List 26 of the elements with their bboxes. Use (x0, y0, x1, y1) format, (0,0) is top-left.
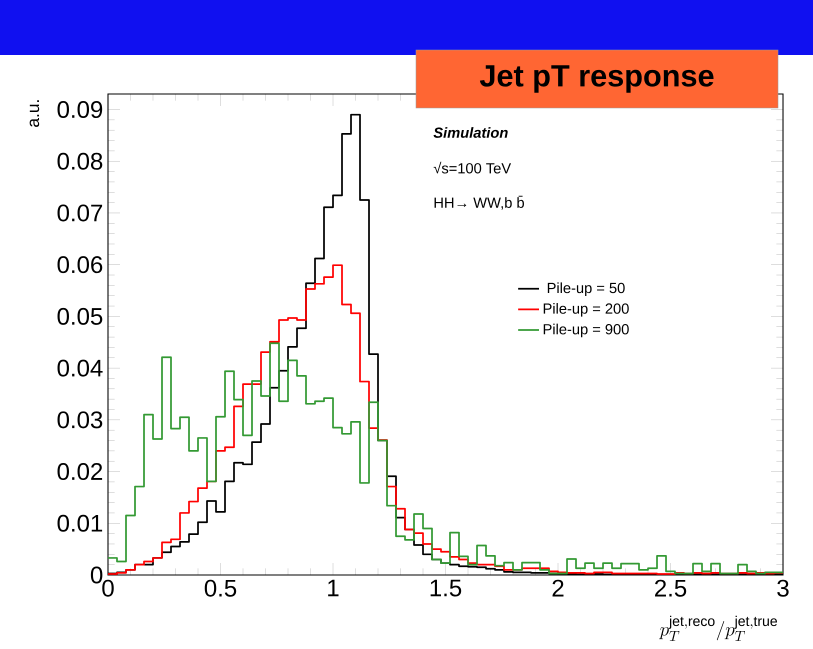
y-axis-title: a.u. (30, 100, 40, 127)
y-tick-label: 0.05 (58, 308, 102, 325)
y-tick-label: 0.08 (58, 152, 102, 170)
x-tick-label: 3 (777, 580, 789, 597)
y-tick-label: 0.01 (58, 514, 102, 532)
y-tick-label: 0.04 (58, 360, 103, 377)
x-tick-label: 1.5 (430, 580, 462, 596)
annotation: HH→ WW,b b̄ (434, 196, 524, 210)
x-tick-label: 2.5 (655, 580, 686, 597)
y-tick-label: 0.09 (58, 101, 102, 118)
legend-label: Pile-up = 200 (544, 303, 629, 317)
x-tick-label: 1 (328, 580, 338, 596)
x-tick-label: 0.5 (204, 580, 236, 597)
annotation: √s=100 TeV (434, 162, 512, 174)
x-tick-label: 2 (552, 580, 564, 596)
legend-label: Pile-up = 900 (544, 324, 629, 338)
y-tick-label: 0.02 (58, 463, 102, 480)
y-tick-label: 0.06 (58, 256, 102, 274)
chart-title: Jet pT response (480, 65, 714, 93)
y-tick-label: 0 (90, 566, 102, 584)
y-tick-label: 0.03 (58, 411, 102, 428)
annotation: Simulation (434, 127, 508, 138)
legend-label: Pile-up = 50 (548, 282, 625, 296)
x-tick-label: 0 (102, 580, 114, 597)
x-axis-title: $p_T^{\mathrm{jet,reco}}/p_T^{\mathrm{jet,true}}$ (659, 616, 777, 641)
y-tick-label: 0.07 (58, 204, 102, 222)
